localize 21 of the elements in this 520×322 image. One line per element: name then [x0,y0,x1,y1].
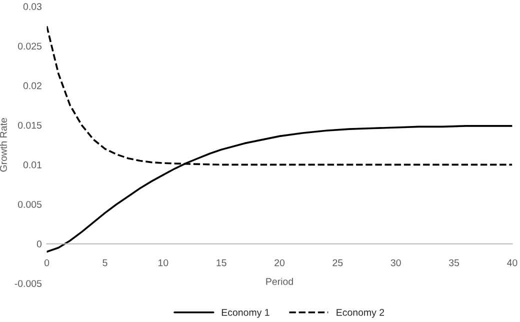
y-tick-label: 0.005 [18,200,42,208]
x-tick-label: 20 [274,259,285,266]
x-tick-label: 0 [44,259,50,266]
legend-label: Economy 1 [222,309,270,318]
y-tick-label: -0.005 [14,280,42,287]
y-tick-label: 0.03 [23,3,42,10]
x-tick-label: 15 [216,259,226,266]
y-tick-label: 0.02 [23,82,42,90]
y-tick-label: 0 [36,240,42,248]
x-tick-label: 35 [448,259,460,266]
x-tick-label: 5 [102,259,108,266]
legend-label: Economy 2 [336,308,384,318]
x-tick-label: 30 [390,259,401,266]
x-tick-label: 10 [158,259,168,266]
x-tick-label: 25 [332,259,343,266]
x-tick-label: 40 [507,259,518,266]
y-axis-title: Growth Rate [0,118,7,172]
y-tick-label: 0.025 [18,42,42,50]
y-tick-label: 0.015 [18,122,42,129]
y-tick-label: 0.01 [23,161,42,168]
x-axis-title: Period [266,278,293,285]
